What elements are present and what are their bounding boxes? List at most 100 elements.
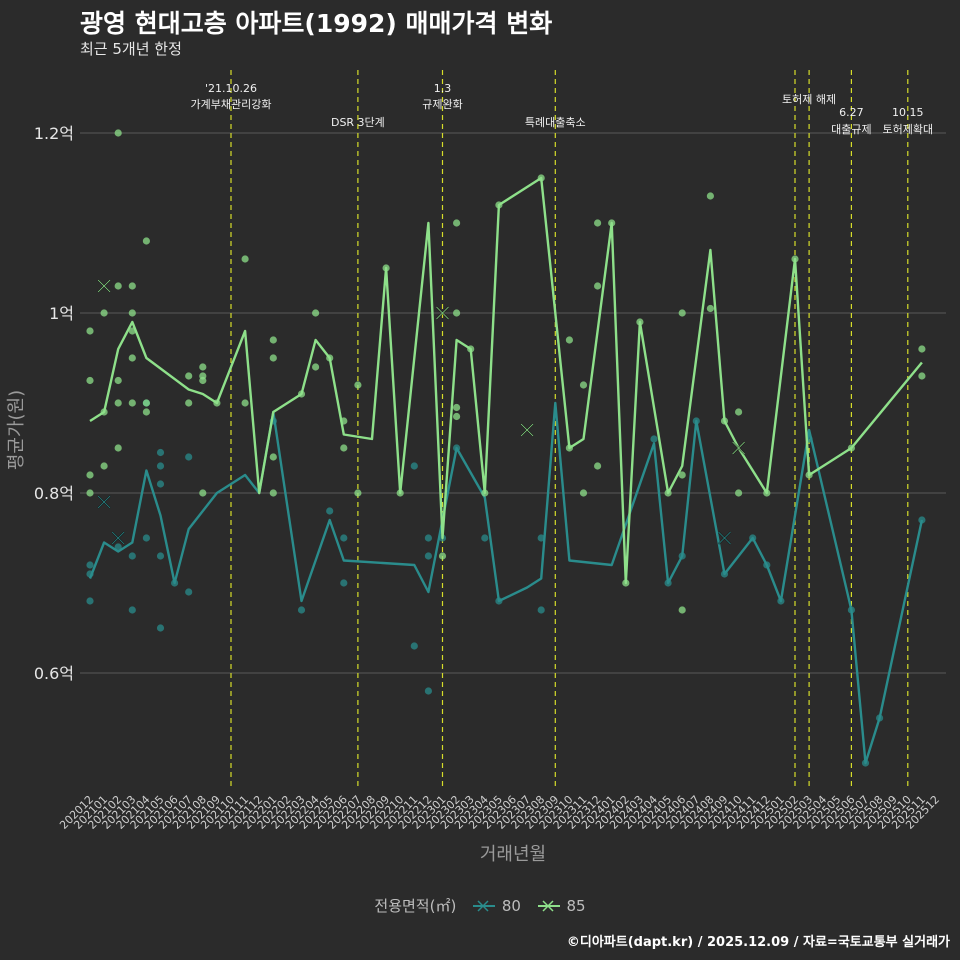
cross-marker-80 [111, 531, 125, 545]
cross-stroke [97, 495, 111, 509]
data-point-80 [156, 462, 165, 470]
legend-item-85: 85 [536, 896, 586, 915]
event-label: 규제완화 [422, 98, 462, 111]
data-point-85 [594, 462, 602, 470]
event-label: 토허제확대 [882, 123, 933, 136]
data-point-85 [735, 408, 743, 416]
data-point-80 [114, 543, 122, 551]
series-line-80 [88, 401, 924, 765]
cross-stroke [436, 306, 449, 320]
grid-layer [80, 132, 946, 674]
data-point-85 [100, 309, 108, 317]
data-point-85 [86, 489, 94, 497]
data-point-85 [594, 219, 602, 227]
data-point-85 [706, 192, 715, 200]
cross-marker-85 [97, 279, 111, 293]
data-point-85 [340, 444, 348, 452]
data-point-85 [565, 336, 574, 344]
event-label: 토허제 해제 [782, 92, 836, 106]
data-point-80 [185, 588, 193, 596]
data-point-85 [706, 304, 715, 313]
data-point-80 [424, 534, 432, 542]
event-label: 6.27 [839, 106, 864, 119]
data-point-80 [340, 579, 348, 587]
data-point-85 [918, 372, 926, 380]
data-point-80 [410, 462, 418, 470]
data-point-85 [86, 471, 94, 479]
data-point-85 [142, 237, 150, 245]
data-point-80 [297, 606, 306, 614]
y-tick-label: 0.6억 [34, 664, 74, 683]
y-tick-label: 1.2억 [34, 124, 74, 143]
source-caption: ©디아파트(dapt.kr) / 2025.12.09 / 자료=국토교통부 실… [566, 935, 950, 950]
data-point-85 [354, 381, 362, 389]
legend-label-85: 85 [566, 896, 586, 915]
data-point-85 [678, 471, 686, 479]
cross-stroke [718, 531, 731, 545]
cross-marker-80 [97, 495, 111, 509]
data-point-80 [650, 435, 658, 443]
axis-layer: 0.6억0.8억1억1.2억20201220210120210220210320… [6, 124, 942, 865]
event-label: 대출규제 [831, 123, 871, 136]
data-point-85 [735, 489, 743, 497]
data-point-80 [128, 606, 136, 614]
chart-subtitle: 최근 5개년 한정 [80, 40, 182, 58]
data-point-80 [156, 448, 165, 457]
data-point-80 [185, 453, 193, 461]
y-axis-title: 평균가(원) [6, 390, 27, 470]
data-point-85 [86, 376, 94, 385]
data-point-80 [156, 624, 165, 632]
event-label: DSR 3단계 [331, 116, 385, 129]
event-label: '21.10.26 [205, 82, 257, 95]
data-point-80 [156, 480, 165, 488]
data-point-85 [678, 309, 686, 317]
data-point-85 [185, 399, 193, 407]
data-point-80 [128, 552, 136, 560]
legend-item-80: 80 [471, 896, 521, 915]
data-point-80 [86, 561, 94, 569]
event-label: 10.15 [892, 106, 924, 119]
data-point-85 [128, 309, 136, 317]
data-point-85 [114, 282, 122, 290]
data-point-85 [594, 282, 602, 290]
y-tick-label: 0.8억 [34, 484, 74, 503]
data-point-80 [326, 507, 334, 515]
data-point-85 [453, 412, 461, 421]
legend-swatch-80 [473, 900, 496, 912]
data-point-85 [100, 462, 108, 470]
data-point-85 [453, 309, 461, 317]
series-line-85 [89, 176, 923, 585]
data-point-80 [537, 534, 545, 542]
data-point-85 [241, 255, 249, 263]
data-point-85 [128, 399, 136, 407]
data-point-85 [241, 399, 249, 407]
data-point-85 [199, 376, 207, 385]
legend-label-80: 80 [501, 896, 521, 915]
data-point-85 [453, 403, 461, 412]
cross-marker-85 [732, 441, 746, 455]
series-layer [86, 129, 926, 767]
data-point-85 [114, 399, 122, 407]
data-point-85 [142, 408, 150, 416]
data-point-80 [424, 687, 432, 695]
data-point-85 [354, 489, 362, 497]
event-label: 1.3 [434, 82, 452, 95]
cross-stroke [111, 531, 125, 545]
legend-swatch-85 [537, 900, 560, 912]
data-point-85 [199, 489, 207, 497]
data-point-80 [340, 534, 348, 542]
event-label: 특례대출축소 [525, 116, 586, 129]
data-point-80 [86, 597, 94, 605]
data-point-85 [86, 327, 94, 335]
event-label: 가계부채관리강화 [191, 98, 272, 111]
cross-stroke [520, 423, 534, 437]
data-point-85 [269, 336, 277, 344]
y-tick-label: 1억 [49, 304, 74, 323]
data-point-85 [453, 219, 461, 227]
data-point-80 [481, 534, 489, 542]
data-point-85 [142, 399, 150, 407]
data-point-80 [424, 552, 432, 560]
data-point-85 [579, 381, 588, 389]
data-point-85 [185, 372, 193, 380]
